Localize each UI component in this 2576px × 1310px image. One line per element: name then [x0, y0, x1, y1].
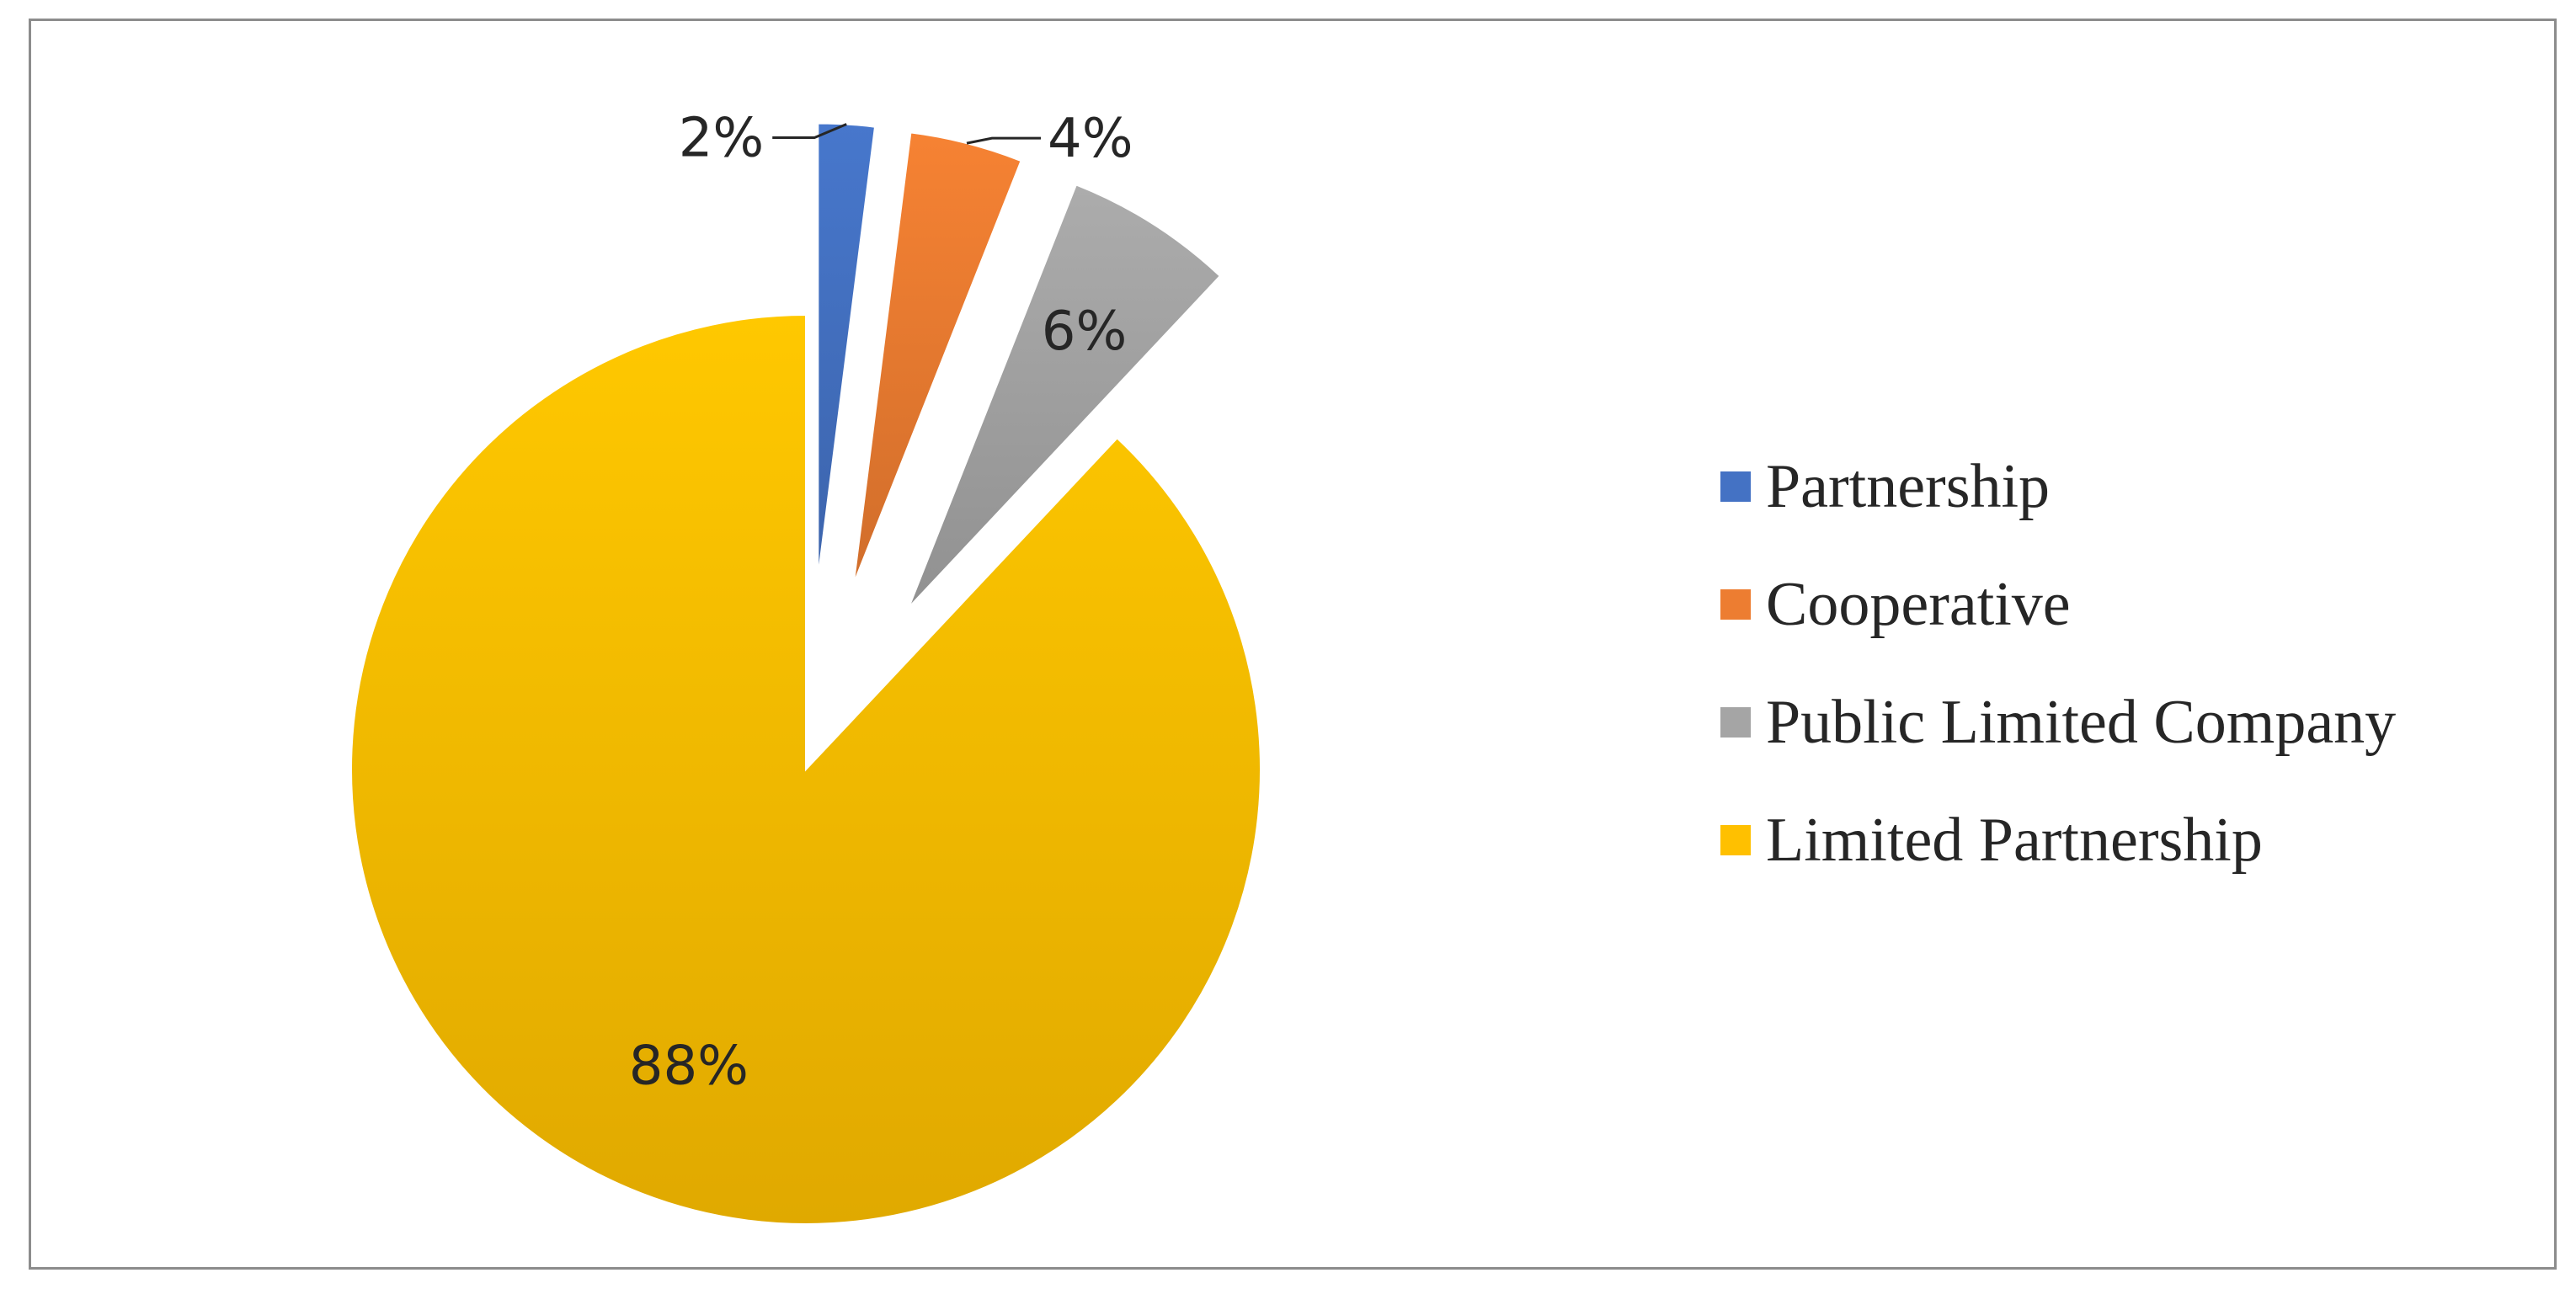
leader-line-cooperative: [966, 136, 1041, 145]
legend-swatch: [1720, 471, 1751, 502]
legend: Partnership Cooperative Public Limited C…: [1720, 428, 2563, 899]
legend-item-limited-partnership: Limited Partnership: [1720, 781, 2563, 899]
legend-item-public-limited-company: Public Limited Company: [1720, 663, 2563, 781]
legend-item-cooperative: Cooperative: [1720, 546, 2563, 663]
legend-swatch: [1720, 589, 1751, 620]
legend-swatch: [1720, 707, 1751, 738]
legend-label: Partnership: [1766, 452, 2051, 521]
pie-slice-cooperative: [852, 131, 1022, 584]
legend-label: Cooperative: [1766, 570, 2071, 639]
legend-label: Public Limited Company: [1766, 688, 2397, 757]
pie-slice-partnership: [817, 122, 877, 578]
leader-line-partnership: [772, 123, 847, 140]
data-label-cooperative: 4%: [1048, 108, 1133, 170]
legend-label: Limited Partnership: [1766, 806, 2263, 875]
data-label-partnership: 2%: [679, 108, 765, 170]
data-label-limited-partnership: 88%: [629, 1035, 749, 1097]
data-label-public-limited-company: 6%: [1042, 301, 1128, 363]
legend-item-partnership: Partnership: [1720, 428, 2563, 546]
legend-swatch: [1720, 825, 1751, 855]
pie-slice-public-limited-company: [908, 184, 1222, 609]
pie-slice-limited-partnership: [350, 313, 1262, 1225]
